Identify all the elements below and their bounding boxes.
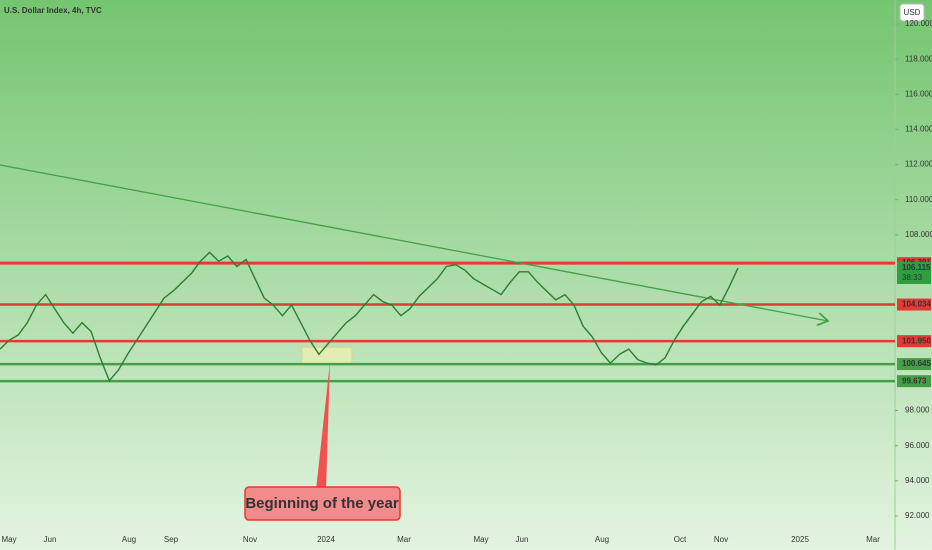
level-tag xyxy=(897,335,931,348)
x-tick-label: Jun xyxy=(516,535,529,544)
x-tick-label: Oct xyxy=(674,535,687,544)
chart-title: U.S. Dollar Index, 4h, TVC xyxy=(4,6,102,15)
y-tick-label: 116.000 xyxy=(905,89,932,98)
level-tag xyxy=(897,358,931,371)
y-tick-label: 94.000 xyxy=(905,476,930,485)
x-tick-label: 2024 xyxy=(317,535,335,544)
level-label: 99.673 xyxy=(902,376,927,385)
callout-box xyxy=(244,486,401,521)
y-tick-label: 110.000 xyxy=(905,195,932,204)
level-label: 104.034 xyxy=(902,300,931,309)
x-tick-label: Nov xyxy=(714,535,728,544)
y-tick-label: 98.000 xyxy=(905,406,930,415)
price-tag xyxy=(897,261,931,284)
y-tick-label: 92.000 xyxy=(905,511,930,520)
level-label: 100.645 xyxy=(902,359,931,368)
x-tick-label: 2025 xyxy=(791,535,809,544)
level-tag xyxy=(897,375,931,388)
highlight-box xyxy=(301,346,353,365)
y-tick-label: 108.000 xyxy=(905,230,932,239)
x-tick-label: Mar xyxy=(866,535,880,544)
y-tick-label: 96.000 xyxy=(905,441,930,450)
currency[interactable]: USD xyxy=(904,8,921,17)
y-tick-label: 114.000 xyxy=(905,125,932,134)
countdown: 38:33 xyxy=(902,273,923,282)
x-tick-label: May xyxy=(473,535,488,544)
x-tick-label: Mar xyxy=(397,535,411,544)
x-tick-label: Aug xyxy=(595,535,609,544)
x-tick-label: Nov xyxy=(243,535,257,544)
price-label: 106.115 xyxy=(902,263,931,272)
y-tick-label: 112.000 xyxy=(905,160,932,169)
x-tick-label: Aug xyxy=(122,535,136,544)
x-tick-label: May xyxy=(1,535,16,544)
level-label: 101.950 xyxy=(902,336,931,345)
annotation: Beginning of the year xyxy=(245,495,399,512)
y-tick-label: 120.000 xyxy=(905,19,932,28)
y-tick-label: 118.000 xyxy=(905,54,932,63)
callout-pointer xyxy=(316,362,330,490)
trendline xyxy=(0,164,828,321)
price-line xyxy=(0,251,739,383)
x-tick-label: Sep xyxy=(164,535,179,544)
x-tick-label: Jun xyxy=(44,535,57,544)
level-tag xyxy=(897,298,931,311)
currency-button[interactable] xyxy=(899,3,925,22)
